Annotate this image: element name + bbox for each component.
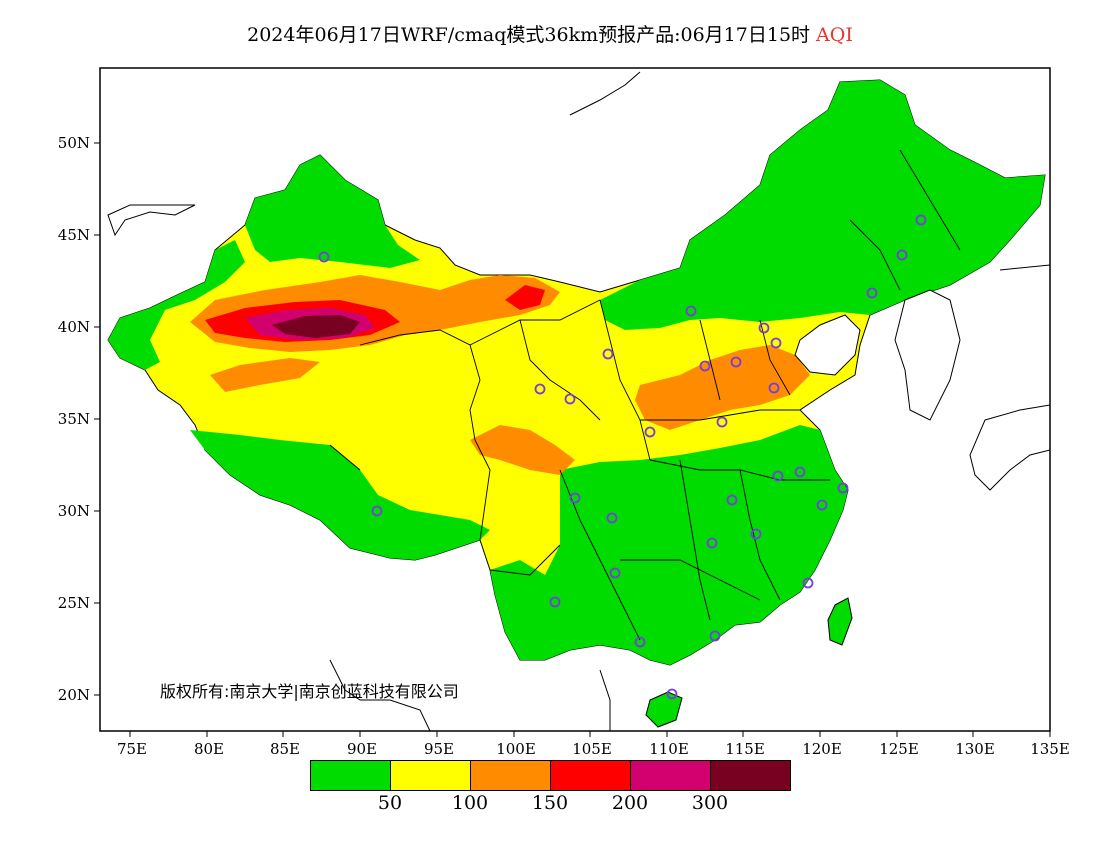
legend-swatch-usg bbox=[470, 760, 551, 791]
station-marker bbox=[716, 416, 728, 428]
station-marker bbox=[634, 636, 646, 648]
map-title: 2024年06月17日WRF/cmaq模式36km预报产品:06月17日15时 A… bbox=[0, 20, 1100, 47]
station-marker bbox=[534, 383, 546, 395]
legend-swatch-good bbox=[310, 760, 391, 791]
green-region-northeast bbox=[600, 80, 1045, 330]
lon-tick-label: 95E bbox=[424, 740, 454, 758]
hainan-island bbox=[645, 691, 683, 728]
lon-tick-label: 90E bbox=[347, 740, 377, 758]
lon-tick-label: 110E bbox=[649, 740, 689, 758]
station-marker bbox=[896, 249, 908, 261]
red-region-inner-mongolia bbox=[505, 285, 545, 310]
station-marker bbox=[569, 492, 581, 504]
lat-tick-label: 50N bbox=[58, 134, 90, 152]
station-marker bbox=[666, 688, 678, 700]
lon-tick-label: 125E bbox=[879, 740, 919, 758]
kazakh-lake bbox=[107, 204, 196, 237]
green-region-tibet bbox=[190, 430, 490, 560]
lat-tick-label: 25N bbox=[58, 594, 90, 612]
lon-tick-label: 120E bbox=[802, 740, 842, 758]
lon-tick-label: 80E bbox=[194, 740, 224, 758]
russia-coast-line bbox=[999, 264, 1050, 271]
mongolia-border-line bbox=[569, 71, 641, 116]
axis-ticks bbox=[94, 142, 1051, 737]
lat-tick-label: 30N bbox=[58, 502, 90, 520]
station-marker bbox=[602, 348, 614, 360]
japan-islands bbox=[969, 404, 1050, 491]
green-region-west-edge bbox=[108, 240, 245, 370]
lat-tick-label: 20N bbox=[58, 686, 90, 704]
station-marker bbox=[794, 466, 806, 478]
orange-region-sichuan bbox=[470, 425, 575, 475]
station-marker bbox=[758, 322, 770, 334]
lat-axis-labels: 50N 45N 40N 35N 30N 25N 20N bbox=[58, 134, 90, 704]
station-marker bbox=[564, 393, 576, 405]
legend-swatch-moderate bbox=[390, 760, 471, 791]
lon-tick-label: 130E bbox=[955, 740, 995, 758]
station-marker bbox=[644, 426, 656, 438]
bohai-sea bbox=[794, 314, 861, 376]
legend-swatch-very-unhealthy bbox=[630, 760, 711, 791]
station-marker bbox=[709, 630, 721, 642]
legend-swatch-hazardous bbox=[710, 760, 791, 791]
station-marker bbox=[609, 567, 621, 579]
aqi-legend bbox=[310, 760, 792, 792]
station-marker bbox=[866, 287, 878, 299]
station-marker bbox=[730, 356, 742, 368]
station-marker bbox=[706, 537, 718, 549]
station-marker bbox=[772, 470, 784, 482]
green-region-southwest-patch bbox=[505, 590, 555, 640]
station-marker bbox=[802, 577, 814, 589]
legend-label: 150 bbox=[531, 792, 569, 814]
station-marker bbox=[816, 499, 828, 511]
station-marker bbox=[750, 528, 762, 540]
korea-peninsula bbox=[894, 289, 961, 421]
station-markers bbox=[318, 214, 927, 700]
legend-label: 300 bbox=[691, 792, 729, 814]
lon-axis-labels: 75E 80E 85E 90E 95E 100E 105E 110E 115E … bbox=[117, 740, 1070, 758]
station-marker bbox=[915, 214, 927, 226]
copyright-text: 版权所有:南京大学|南京创蓝科技有限公司 bbox=[160, 682, 459, 701]
title-main-text: 2024年06月17日WRF/cmaq模式36km预报产品:06月17日15时 bbox=[247, 24, 811, 46]
title-variable-text: AQI bbox=[816, 24, 853, 46]
green-region-south bbox=[490, 425, 848, 665]
station-marker bbox=[699, 360, 711, 372]
station-marker bbox=[726, 494, 738, 506]
station-marker bbox=[318, 251, 330, 263]
darkred-region-taklamakan bbox=[272, 315, 360, 338]
legend-label: 200 bbox=[611, 792, 649, 814]
lon-tick-label: 135E bbox=[1030, 740, 1070, 758]
legend-label: 50 bbox=[377, 792, 403, 814]
station-marker bbox=[768, 382, 780, 394]
map-frame bbox=[99, 67, 1051, 732]
lon-tick-label: 75E bbox=[117, 740, 147, 758]
orange-region-xinjiang-south bbox=[210, 358, 320, 392]
lon-tick-label: 105E bbox=[572, 740, 612, 758]
orange-region-north-china bbox=[635, 345, 810, 430]
legend-swatch-unhealthy bbox=[550, 760, 631, 791]
green-region-northwest bbox=[245, 155, 420, 268]
map-content bbox=[107, 71, 1050, 731]
taiwan-island bbox=[827, 597, 853, 646]
station-marker bbox=[770, 337, 782, 349]
station-marker bbox=[606, 512, 618, 524]
lon-tick-label: 100E bbox=[496, 740, 536, 758]
lat-tick-label: 35N bbox=[58, 410, 90, 428]
lat-tick-label: 45N bbox=[58, 226, 90, 244]
legend-label: 100 bbox=[451, 792, 489, 814]
station-marker bbox=[549, 596, 561, 608]
lon-tick-label: 115E bbox=[725, 740, 765, 758]
lon-tick-label: 85E bbox=[270, 740, 300, 758]
southeast-asia-outline bbox=[329, 659, 611, 731]
station-marker bbox=[837, 482, 849, 494]
province-boundaries bbox=[329, 149, 961, 641]
lat-tick-label: 40N bbox=[58, 318, 90, 336]
station-marker bbox=[371, 505, 383, 517]
station-marker bbox=[685, 305, 697, 317]
